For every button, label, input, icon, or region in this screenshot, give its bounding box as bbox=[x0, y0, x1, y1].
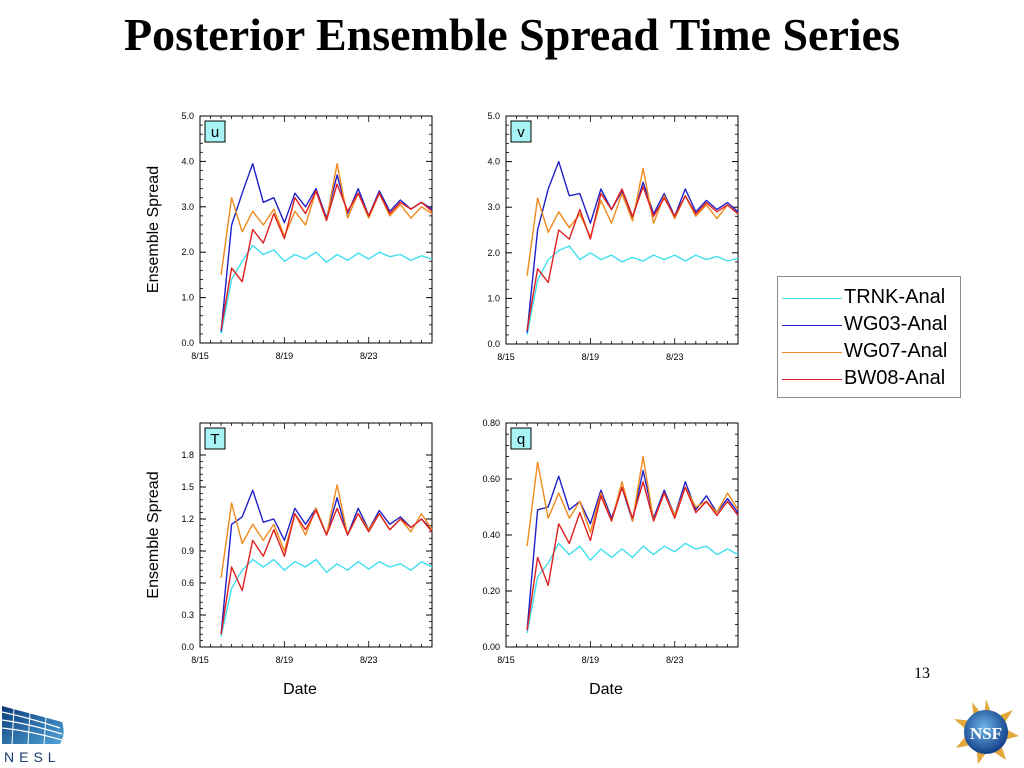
slide-title: Posterior Ensemble Spread Time Series bbox=[123, 9, 900, 60]
y-axis-label: Ensemble Spread bbox=[145, 166, 162, 293]
panel-label-q: q bbox=[510, 427, 532, 450]
series-line-trnk-anal bbox=[526, 542, 739, 634]
y-tick-label: 0.0 bbox=[181, 642, 194, 652]
chart-panel-q: 0.00 0.20 0.40 0.60 0.80 8/15 8/19 8/23 q Date bbox=[482, 418, 739, 698]
legend-swatch-trnk bbox=[782, 298, 842, 299]
series-line-wg07-anal bbox=[526, 455, 739, 547]
y-tick-label: 0.0 bbox=[487, 339, 500, 349]
nsf-logo-text: NSF bbox=[970, 724, 1002, 743]
plot-frame bbox=[199, 115, 433, 344]
panel-label-box bbox=[204, 120, 226, 143]
panel-label-text: v bbox=[517, 124, 525, 141]
y-tick-label: 2.0 bbox=[487, 248, 500, 258]
y-tick-label: 0.00 bbox=[482, 642, 500, 652]
y-tick-label: 0.6 bbox=[181, 578, 194, 588]
y-tick-label: 1.8 bbox=[181, 450, 194, 460]
x-tick-label: 8/23 bbox=[666, 352, 684, 362]
y-tick-label: 0.9 bbox=[181, 546, 194, 556]
x-axis-label: Date bbox=[283, 681, 317, 698]
x-tick-label: 8/15 bbox=[497, 655, 515, 665]
nesl-logo-text: NESL bbox=[4, 749, 61, 765]
series-line-bw08-anal bbox=[526, 481, 739, 631]
y-tick-label: 0.3 bbox=[181, 610, 194, 620]
chart-panel-v: 0.0 1.0 2.0 3.0 4.0 5.0 8/15 8/19 8/23 v bbox=[487, 111, 739, 362]
legend-item-trnk: TRNK-Anal bbox=[778, 285, 962, 311]
legend-label-wg03: WG03-Anal bbox=[844, 313, 948, 335]
x-tick-label: 8/23 bbox=[666, 655, 684, 665]
x-tick-label: 8/23 bbox=[360, 351, 378, 361]
legend-item-wg07: WG07-Anal bbox=[778, 339, 962, 365]
y-tick-label: 1.2 bbox=[181, 514, 194, 524]
x-tick-label: 8/19 bbox=[582, 352, 600, 362]
panel-label-text: T bbox=[210, 431, 219, 448]
series-line-bw08-anal bbox=[220, 183, 433, 330]
panel-label-u: u bbox=[204, 120, 226, 143]
x-tick-label: 8/15 bbox=[497, 352, 515, 362]
legend-label-trnk: TRNK-Anal bbox=[844, 286, 946, 308]
page-number: 13 bbox=[914, 665, 930, 682]
x-tick-label: 8/19 bbox=[582, 655, 600, 665]
legend-label-wg07: WG07-Anal bbox=[844, 340, 948, 362]
series-line-trnk-anal bbox=[220, 558, 433, 637]
y-tick-label: 1.5 bbox=[181, 482, 194, 492]
x-tick-label: 8/19 bbox=[276, 655, 294, 665]
chart-panel-u: 0.0 1.0 2.0 3.0 4.0 5.0 8/15 8/19 8/23 u Ensemble … bbox=[145, 111, 433, 361]
y-tick-label: 0.0 bbox=[181, 338, 194, 348]
x-tick-label: 8/15 bbox=[191, 655, 209, 665]
series-line-trnk-anal bbox=[526, 245, 739, 336]
y-tick-label: 3.0 bbox=[181, 202, 194, 212]
panel-label-v: v bbox=[510, 120, 532, 143]
panel-label-T: T bbox=[204, 427, 226, 450]
legend-swatch-wg03 bbox=[782, 325, 842, 326]
x-tick-label: 8/23 bbox=[360, 655, 378, 665]
legend: TRNK-Anal WG03-Anal WG07-Anal BW08-Anal bbox=[777, 276, 961, 398]
y-axis-label: Ensemble Spread bbox=[145, 471, 162, 598]
y-tick-label: 4.0 bbox=[181, 156, 194, 166]
series-line-bw08-anal bbox=[526, 185, 739, 331]
y-tick-label: 1.0 bbox=[181, 293, 194, 303]
y-tick-label: 5.0 bbox=[487, 111, 500, 121]
panel-label-box bbox=[510, 120, 532, 143]
y-tick-label: 0.60 bbox=[482, 474, 500, 484]
y-tick-label: 4.0 bbox=[487, 157, 500, 167]
panel-label-text: q bbox=[517, 431, 525, 448]
y-tick-label: 0.80 bbox=[482, 418, 500, 428]
legend-item-bw08: BW08-Anal bbox=[778, 366, 962, 392]
legend-item-wg03: WG03-Anal bbox=[778, 312, 962, 338]
chart-panel-T: 0.0 0.3 0.6 0.9 1.2 1.5 1.8 8/15 8/19 8/23 T Ensemb… bbox=[145, 422, 433, 698]
plot-frame bbox=[505, 115, 739, 345]
y-tick-label: 1.0 bbox=[487, 293, 500, 303]
panel-label-box bbox=[204, 427, 226, 450]
y-tick-label: 0.20 bbox=[482, 586, 500, 596]
y-tick-label: 2.0 bbox=[181, 247, 194, 257]
y-tick-label: 0.40 bbox=[482, 530, 500, 540]
panel-label-box bbox=[510, 427, 532, 450]
series-line-trnk-anal bbox=[220, 244, 433, 335]
legend-swatch-bw08 bbox=[782, 379, 842, 380]
x-tick-label: 8/15 bbox=[191, 351, 209, 361]
panel-label-text: u bbox=[211, 124, 219, 141]
x-tick-label: 8/19 bbox=[276, 351, 294, 361]
legend-label-bw08: BW08-Anal bbox=[844, 367, 946, 389]
nsf-logo: NSF bbox=[954, 699, 1019, 764]
nesl-logo bbox=[1, 706, 64, 745]
x-axis-label: Date bbox=[589, 681, 623, 698]
series-line-wg07-anal bbox=[526, 167, 739, 276]
plot-frame bbox=[505, 422, 739, 648]
y-tick-label: 5.0 bbox=[181, 111, 194, 121]
legend-swatch-wg07 bbox=[782, 352, 842, 353]
y-tick-label: 3.0 bbox=[487, 202, 500, 212]
plot-frame bbox=[199, 422, 433, 648]
series-line-bw08-anal bbox=[220, 507, 433, 635]
